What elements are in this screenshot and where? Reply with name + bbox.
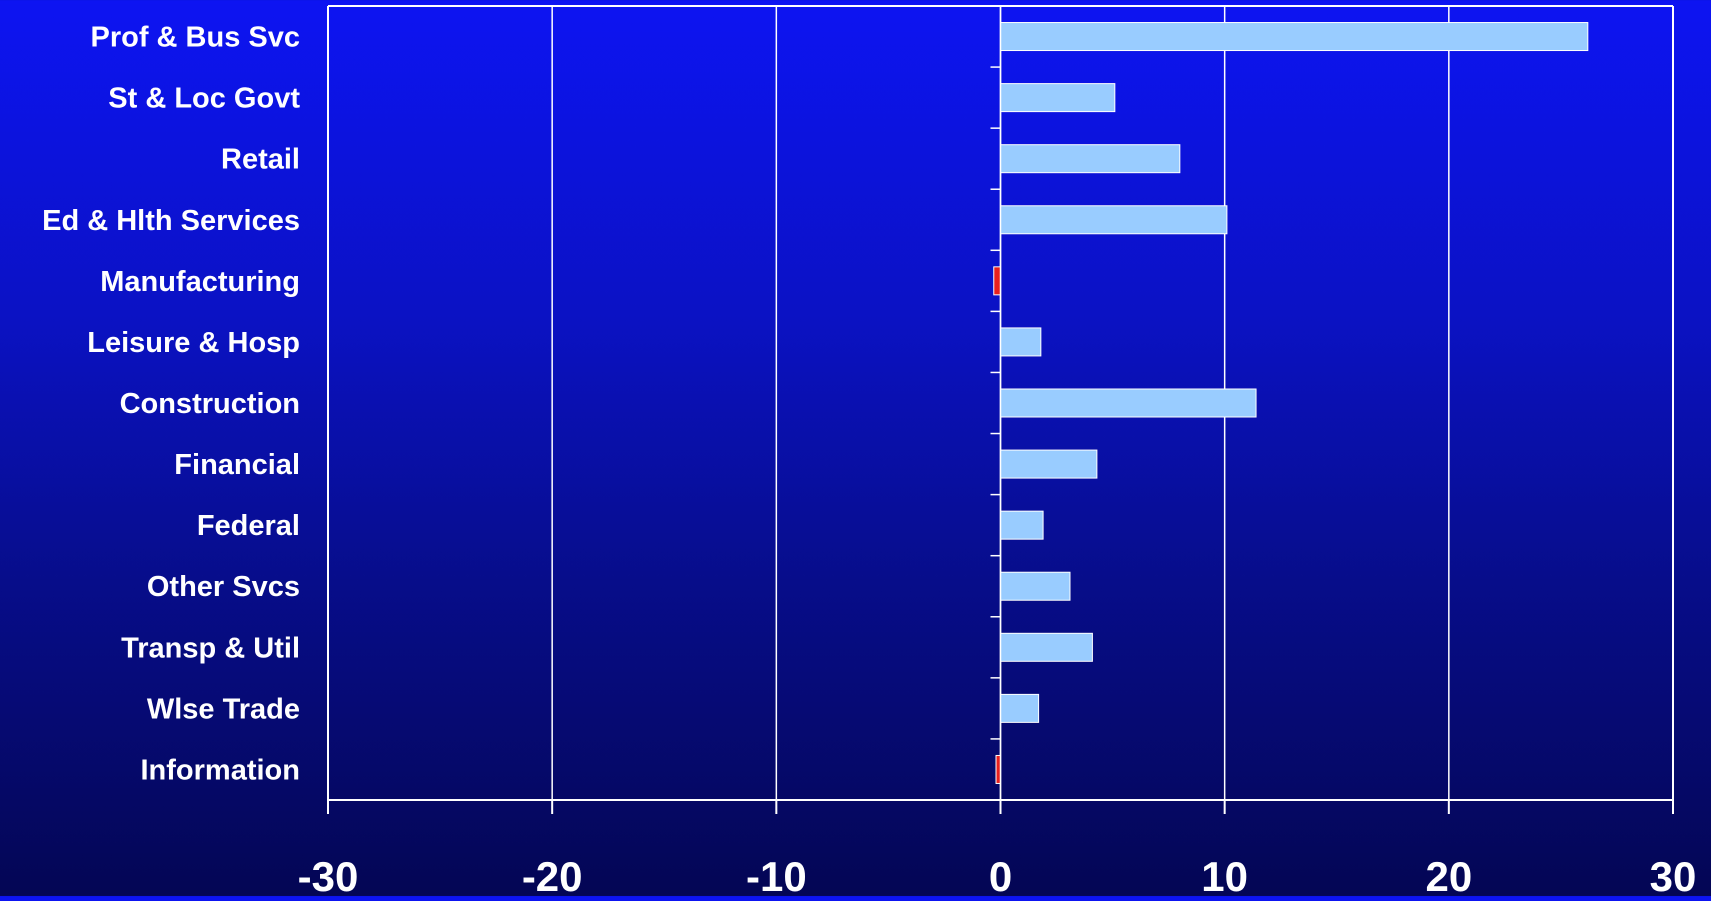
bar-wlse-trade — [1000, 693, 1040, 723]
x-tick-label: -20 — [522, 853, 583, 896]
axes — [327, 5, 1674, 814]
x-tick-label: 20 — [1425, 853, 1472, 896]
category-label: Financial — [174, 449, 300, 481]
bar-retail — [1000, 144, 1181, 174]
bars — [993, 22, 1589, 784]
category-label: Ed & Hlth Services — [42, 205, 300, 237]
bar-construction — [1000, 388, 1257, 418]
category-label: Prof & Bus Svc — [91, 22, 301, 54]
bar-transp-util — [1000, 632, 1093, 662]
bar-financial — [1000, 449, 1098, 479]
bar-federal — [1000, 510, 1044, 540]
category-label: Information — [141, 754, 301, 786]
x-tick-label: 0 — [989, 853, 1012, 896]
category-label: Construction — [120, 388, 300, 420]
category-label: Transp & Util — [121, 632, 300, 664]
x-tick-label: 10 — [1201, 853, 1248, 896]
x-tick-label: -30 — [298, 853, 359, 896]
bar-leisure-hosp — [1000, 327, 1042, 357]
category-label: Wlse Trade — [147, 693, 300, 725]
bar-st-loc-govt — [1000, 83, 1116, 113]
bar-prof-bus-svc — [1000, 22, 1589, 52]
bar-other-svcs — [1000, 571, 1071, 601]
bar-manufacturing — [993, 266, 1002, 296]
category-label: Federal — [197, 510, 300, 542]
category-label: Retail — [221, 144, 300, 176]
x-tick-labels: -30 -20 -10 0 10 20 30 — [298, 853, 1697, 900]
x-tick-label: -10 — [746, 853, 807, 896]
bar-ed-hlth-services — [1000, 205, 1228, 235]
category-label: Leisure & Hosp — [87, 327, 300, 359]
category-label: St & Loc Govt — [108, 83, 300, 115]
category-label: Manufacturing — [100, 266, 300, 298]
x-tick-label: 30 — [1650, 853, 1697, 896]
category-label: Other Svcs — [147, 571, 300, 603]
category-labels: Prof & Bus Svc St & Loc Govt Retail Ed & Hl… — [42, 22, 300, 787]
